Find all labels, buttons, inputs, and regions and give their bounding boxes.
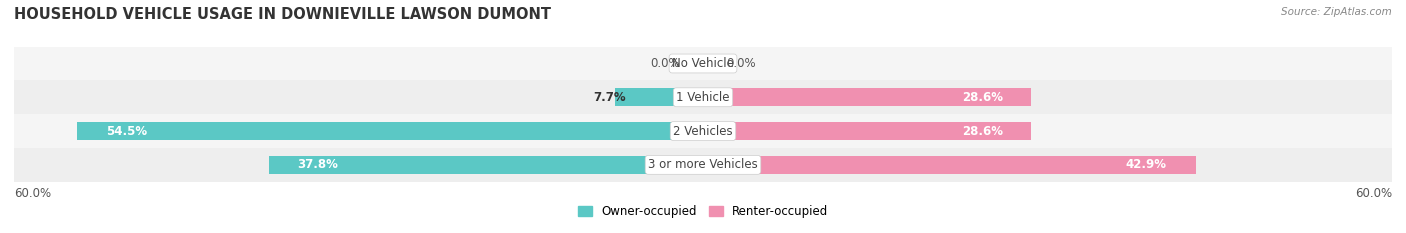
Text: Source: ZipAtlas.com: Source: ZipAtlas.com [1281, 7, 1392, 17]
Text: 54.5%: 54.5% [105, 125, 148, 137]
Bar [703, 122, 1032, 140]
Text: 28.6%: 28.6% [962, 125, 1002, 137]
Legend: Owner-occupied, Renter-occupied: Owner-occupied, Renter-occupied [572, 201, 834, 223]
Text: 2 Vehicles: 2 Vehicles [673, 125, 733, 137]
Bar [14, 148, 1392, 182]
Text: 3 or more Vehicles: 3 or more Vehicles [648, 158, 758, 171]
Text: 0.0%: 0.0% [725, 57, 755, 70]
Bar [269, 156, 703, 174]
Bar [14, 47, 1392, 80]
Bar [14, 80, 1392, 114]
Text: 1 Vehicle: 1 Vehicle [676, 91, 730, 104]
Bar [77, 122, 703, 140]
Bar [14, 114, 1392, 148]
Text: 60.0%: 60.0% [1355, 187, 1392, 200]
Text: 7.7%: 7.7% [593, 91, 626, 104]
Bar [703, 156, 1195, 174]
Bar [614, 89, 703, 106]
Text: 37.8%: 37.8% [298, 158, 339, 171]
Text: HOUSEHOLD VEHICLE USAGE IN DOWNIEVILLE LAWSON DUMONT: HOUSEHOLD VEHICLE USAGE IN DOWNIEVILLE L… [14, 7, 551, 22]
Text: 28.6%: 28.6% [962, 91, 1002, 104]
Text: 60.0%: 60.0% [14, 187, 51, 200]
Text: No Vehicle: No Vehicle [672, 57, 734, 70]
Bar [703, 89, 1032, 106]
Text: 0.0%: 0.0% [651, 57, 681, 70]
Text: 42.9%: 42.9% [1126, 158, 1167, 171]
